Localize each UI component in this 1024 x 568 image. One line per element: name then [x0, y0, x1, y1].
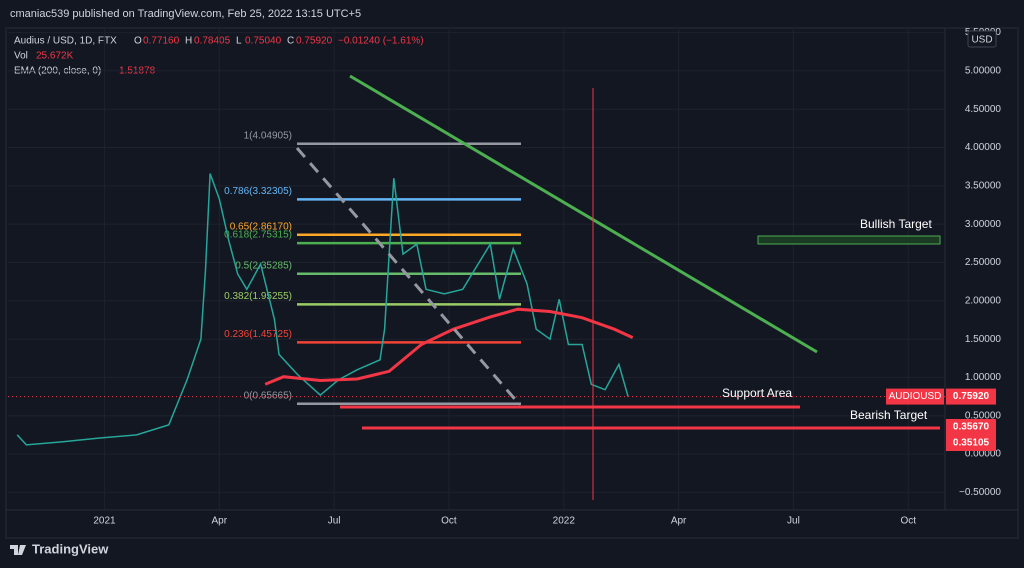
annotation: Bearish Target: [850, 408, 928, 422]
ema-line: [264, 307, 634, 386]
bullish-target-box: [757, 235, 941, 245]
fib-label: 0.65(2.86170): [230, 221, 292, 232]
vol-key: Vol: [14, 51, 28, 62]
trend-line: [349, 74, 818, 354]
ohlc-value: 0.77160: [143, 36, 180, 47]
x-tick-label: Apr: [671, 516, 687, 527]
ohlc-key: L: [236, 36, 242, 47]
brand: TradingView: [32, 541, 109, 556]
fib-trend: [295, 147, 522, 406]
price-tags: AUDIOUSD 0.75920 0.35670 0.35105: [886, 388, 996, 451]
plot: −0.50000 0.00000 0.50000 1.00000 1.50000 2.00…: [8, 27, 1002, 527]
x-tick-label: 2021: [93, 516, 116, 527]
fib-label: 0.786(3.32305): [224, 186, 292, 197]
price-tag-label: 0.35670: [953, 422, 990, 433]
frame: [5, 27, 1019, 539]
price-tag: [946, 435, 996, 451]
fib-label: 1(4.04905): [244, 130, 292, 141]
y-tick-label: 0.00000: [965, 449, 1002, 460]
y-tick-label: 0.50000: [965, 410, 1002, 421]
price-tag: [946, 419, 996, 435]
currency: USD: [971, 35, 992, 46]
price-tag-label: 0.75920: [953, 391, 990, 402]
fib-label: 0.5(2.35285): [235, 260, 292, 271]
ohlc-key: O: [134, 36, 142, 47]
y-tick-label: 1.50000: [965, 334, 1002, 345]
price-line: [16, 173, 629, 446]
x-tick-label: Oct: [900, 516, 916, 527]
annotation: Bullish Target: [860, 217, 932, 231]
fib-label: 0(0.65665): [244, 390, 292, 401]
y-tick-label: 2.50000: [965, 257, 1002, 268]
y-tick-label: 2.00000: [965, 295, 1002, 306]
symbol-tag: [886, 388, 944, 405]
x-tick-label: Jul: [787, 516, 800, 527]
x-tick-label: Jul: [328, 516, 341, 527]
y-tick-label: 3.50000: [965, 180, 1002, 191]
ohlc-value: 0.75040: [245, 36, 282, 47]
price-tag-label: 0.35105: [953, 438, 990, 449]
fib-label: 0.236(1.45725): [224, 329, 292, 340]
y-tick-label: 1.00000: [965, 372, 1002, 383]
currency-box: [967, 30, 997, 48]
vol-value: 25.672K: [36, 51, 74, 62]
symbol: Audius / USD, 1D, FTX: [14, 36, 117, 47]
brand-logo: [10, 545, 26, 555]
x-tick-label: Apr: [212, 516, 228, 527]
symbol-tag-label: AUDIOUSD: [889, 391, 942, 402]
y-tick-label: 4.00000: [965, 142, 1002, 153]
change: −0.01240 (−1.61%): [338, 36, 424, 47]
ohlc-value: 0.75920: [296, 36, 333, 47]
x-tick-label: Oct: [441, 516, 457, 527]
ohlc-key: H: [185, 36, 192, 47]
y-tick-label: −0.50000: [959, 487, 1001, 498]
y-tick-label: 4.50000: [965, 104, 1002, 115]
fib-label: 0.618(2.75315): [224, 230, 292, 241]
ohlc-value: 0.78405: [194, 36, 231, 47]
price-tag: [946, 388, 996, 405]
fib-label: 0.382(1.95255): [224, 291, 292, 302]
y-tick-label: 5.00000: [965, 66, 1002, 77]
publisher: cmaniac539 published on TradingView.com,…: [10, 8, 361, 20]
drawings: [295, 74, 941, 500]
annotation: Support Area: [722, 386, 792, 400]
x-tick-label: 2022: [553, 516, 576, 527]
ohlc-key: C: [287, 36, 294, 47]
y-tick-label: 3.00000: [965, 219, 1002, 230]
